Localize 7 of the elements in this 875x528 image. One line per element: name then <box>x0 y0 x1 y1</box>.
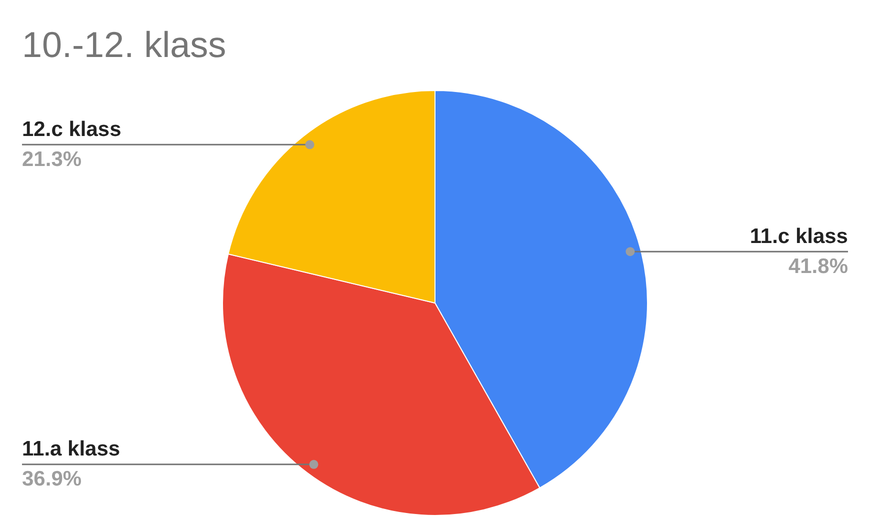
slice-label: 11.c klass <box>750 224 848 248</box>
data-label: 41.8% <box>788 254 848 278</box>
slice-label: 11.a klass <box>22 438 120 461</box>
data-label: 36.9% <box>22 468 82 491</box>
chart-title: 10.-12. klass <box>22 24 226 66</box>
data-label: 21.3% <box>22 148 82 171</box>
slice-label: 12.c klass <box>22 118 122 141</box>
